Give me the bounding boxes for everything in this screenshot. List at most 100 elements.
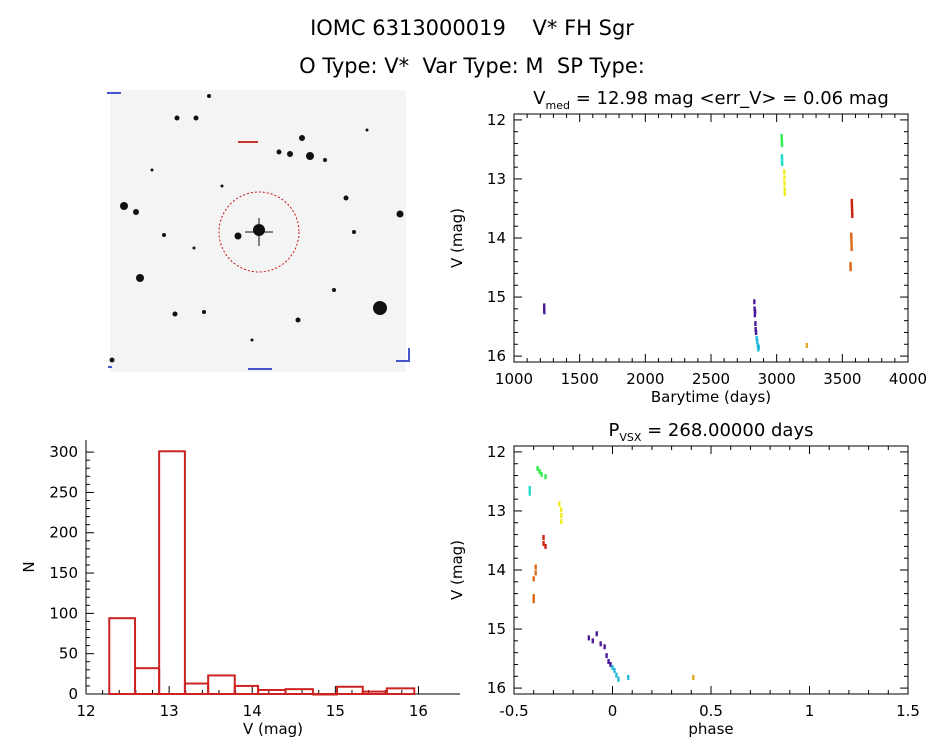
finder-star: [234, 232, 242, 240]
y-tick-label: 14: [487, 229, 506, 247]
y-tick-label: 15: [487, 620, 506, 638]
plot-title-subscript: med: [546, 99, 570, 112]
finder-star: [250, 338, 254, 342]
x-axis-label: V (mag): [243, 720, 303, 738]
histogram-bar: [385, 687, 416, 695]
data-point: [805, 342, 809, 348]
data-point: [611, 664, 614, 670]
data-point: [692, 674, 695, 680]
data-point: [850, 232, 853, 238]
data-point: [783, 175, 786, 181]
x-axis-label: phase: [688, 720, 733, 738]
y-axis-label: V (mag): [448, 208, 466, 268]
data-point: [754, 327, 757, 333]
plot-title-rest: = 268.00000 days: [641, 420, 813, 441]
data-point: [754, 329, 758, 335]
data-point: [617, 676, 620, 682]
x-tick-label: 3500: [823, 370, 861, 388]
plot-title: PVSX = 268.00000 days: [609, 420, 814, 444]
histogram-bar: [284, 688, 314, 696]
data-point: [780, 136, 783, 142]
data-point: [613, 667, 616, 673]
data-point: [538, 468, 541, 474]
x-tick-label: 1500: [561, 370, 599, 388]
finder-star: [343, 195, 349, 201]
finder-star: [306, 152, 314, 160]
data-point: [850, 246, 853, 252]
finder-star: [193, 115, 199, 121]
finder-star: [136, 274, 144, 282]
plot-title-subscript: VSX: [619, 431, 642, 444]
finder-star: [192, 246, 196, 250]
data-point: [757, 344, 761, 350]
data-point: [850, 241, 853, 247]
data-point: [850, 236, 853, 242]
plot-title-main: P: [609, 420, 620, 441]
y-tick-label: 12: [487, 443, 506, 461]
data-point: [609, 661, 612, 667]
data-point: [783, 181, 786, 187]
y-tick-label: 100: [49, 604, 78, 622]
x-tick-label: -0.5: [499, 702, 528, 720]
plot-title: Vmed = 12.98 mag <err_V> = 0.06 mag: [533, 88, 889, 112]
data-point: [528, 486, 531, 492]
data-point: [756, 338, 759, 344]
data-point: [543, 309, 546, 315]
data-point: [560, 519, 563, 525]
data-point: [850, 209, 854, 215]
x-tick-label: 4000: [889, 370, 927, 388]
x-tick-label: 12: [76, 702, 95, 720]
x-axis-label: Barytime (days): [651, 388, 771, 406]
data-point: [627, 674, 630, 680]
finder-star: [332, 288, 336, 292]
x-tick-label: 2000: [626, 370, 664, 388]
data-point: [607, 659, 610, 665]
data-point: [780, 157, 784, 163]
data-point: [558, 501, 561, 507]
finder-star: [365, 128, 369, 132]
histogram-bar: [207, 674, 236, 696]
histogram-bar: [108, 617, 137, 696]
histogram-bar: [158, 450, 186, 695]
data-point: [595, 631, 598, 637]
data-point: [560, 507, 563, 513]
y-tick-label: 12: [487, 111, 506, 129]
x-tick-label: 1.5: [896, 702, 920, 720]
y-axis-label: V (mag): [448, 540, 466, 600]
x-tick-label: 14: [243, 702, 262, 720]
data-point: [753, 299, 756, 305]
data-point: [591, 638, 594, 644]
plot-frame: [513, 445, 909, 695]
finder-star: [133, 209, 139, 215]
data-point: [849, 262, 852, 268]
finder-star: [172, 311, 178, 317]
data-point: [780, 161, 784, 167]
finder-star: [295, 317, 301, 323]
data-point: [540, 471, 543, 477]
x-tick-label: 0.5: [699, 702, 723, 720]
data-point: [615, 672, 618, 678]
y-tick-label: 16: [487, 347, 506, 365]
finder-star: [287, 151, 293, 157]
data-point: [532, 598, 535, 604]
data-point: [780, 154, 784, 160]
data-point: [753, 309, 757, 315]
x-tick-label: 15: [326, 702, 345, 720]
data-point: [783, 187, 786, 193]
finder-star: [220, 184, 224, 188]
target-circle: [218, 191, 300, 273]
data-point: [543, 303, 546, 309]
finder-star: [373, 301, 387, 315]
data-point: [536, 465, 539, 471]
y-tick-label: 0: [68, 685, 78, 703]
data-point: [753, 306, 756, 312]
finder-chart-image: [107, 90, 410, 372]
data-point: [544, 543, 547, 549]
finder-star: [150, 168, 154, 172]
y-axis-label: N: [20, 561, 38, 572]
finder-star: [352, 230, 356, 234]
finder-star: [207, 94, 211, 98]
data-point: [783, 169, 786, 175]
